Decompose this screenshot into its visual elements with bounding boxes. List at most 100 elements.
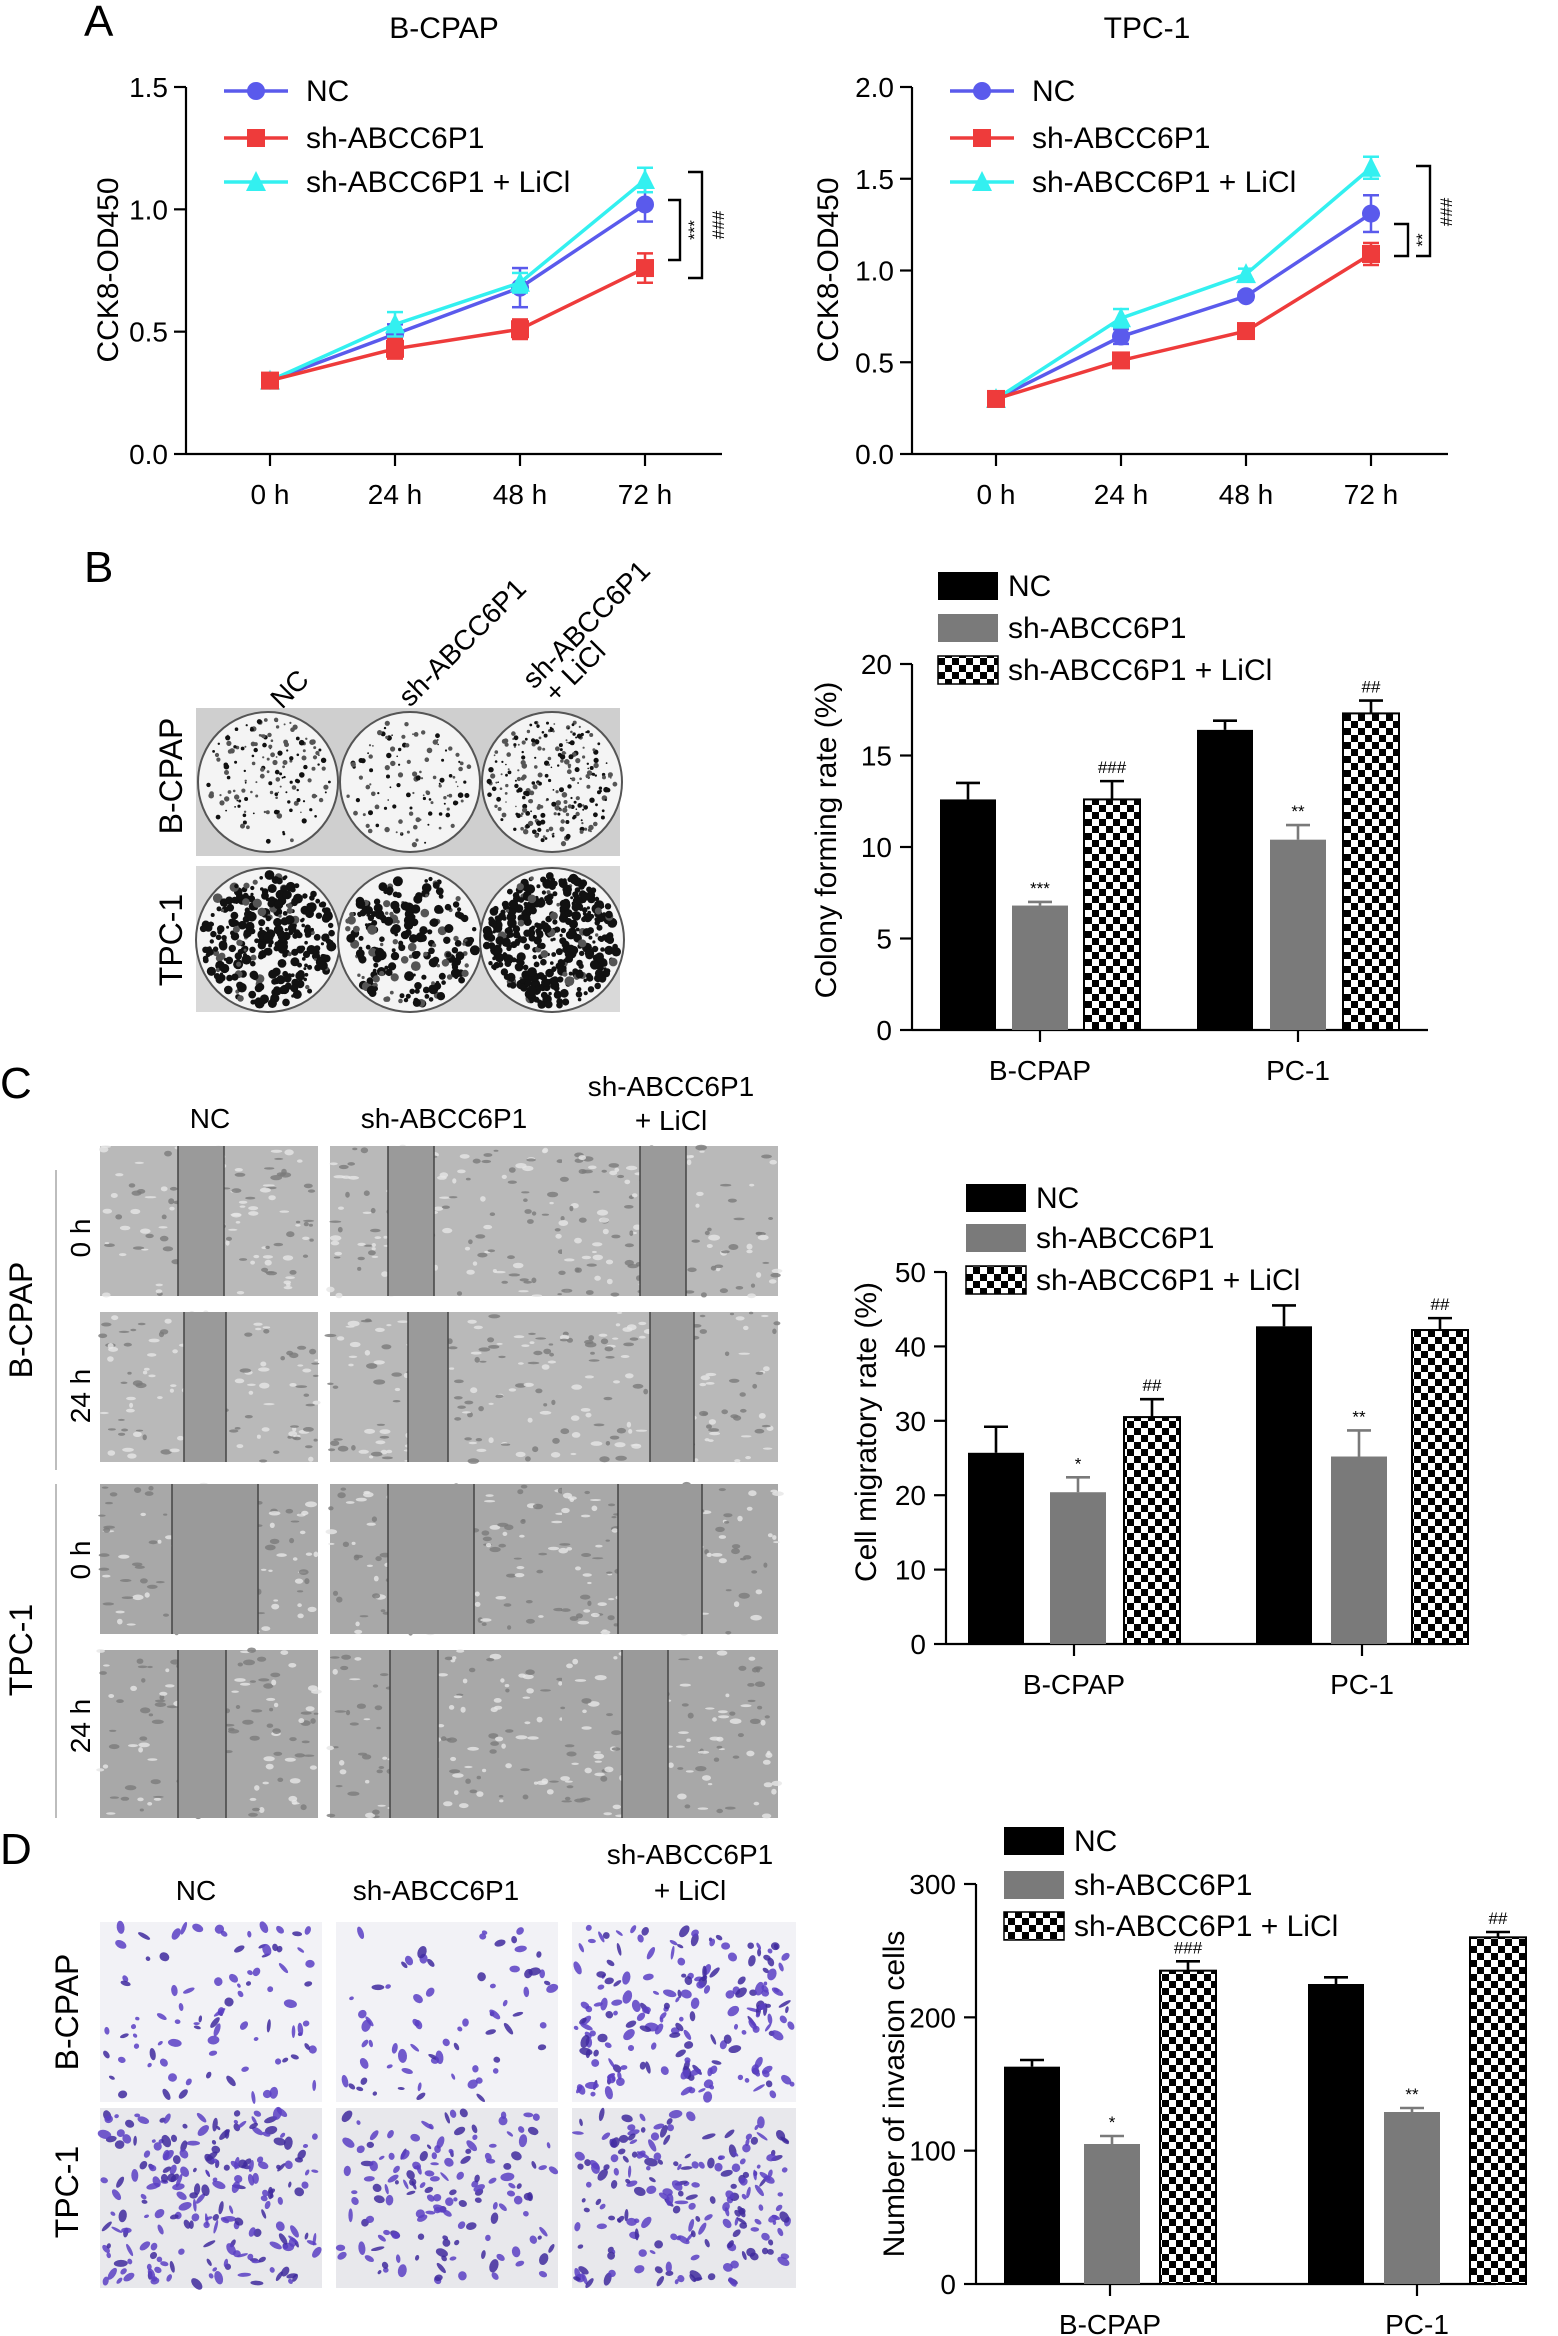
significance-label: ### xyxy=(1437,197,1456,226)
cell xyxy=(588,1165,597,1170)
invaded-cell xyxy=(683,2029,692,2040)
colony xyxy=(295,971,305,981)
y-tick-label: 5 xyxy=(876,924,892,955)
invaded-cell xyxy=(143,2150,151,2158)
cell xyxy=(130,1328,137,1332)
invaded-cell xyxy=(779,2211,790,2223)
invaded-cell xyxy=(755,2012,761,2018)
invaded-cell xyxy=(228,1973,239,1983)
cell xyxy=(751,1570,758,1574)
petri-dish xyxy=(481,711,623,853)
colony xyxy=(408,811,414,816)
cell xyxy=(158,1226,168,1229)
cell xyxy=(531,1277,537,1284)
cell xyxy=(144,1491,154,1496)
colony xyxy=(589,797,595,803)
invaded-cell xyxy=(737,2217,747,2225)
chart-title: B-CPAP xyxy=(389,12,498,45)
y-tick-label: 0.0 xyxy=(855,439,894,470)
cell xyxy=(582,1573,592,1577)
cell xyxy=(252,1807,260,1812)
invaded-cell xyxy=(251,2091,256,2104)
x-tick-label: PC-1 xyxy=(1330,1669,1394,1700)
invaded-cell xyxy=(496,2253,505,2261)
invaded-cell xyxy=(116,2129,125,2137)
colony xyxy=(546,890,551,895)
cell xyxy=(489,1653,502,1660)
colony xyxy=(450,823,455,829)
cell xyxy=(164,1318,172,1324)
cell xyxy=(337,1445,349,1452)
invaded-cell xyxy=(288,2235,299,2244)
colony xyxy=(384,965,389,970)
cell xyxy=(582,1709,587,1714)
invaded-cell xyxy=(727,1952,738,1962)
colony xyxy=(536,724,540,728)
invaded-cell xyxy=(485,2029,496,2035)
invaded-cell xyxy=(653,2152,662,2161)
invaded-cell xyxy=(305,1959,315,1968)
colony xyxy=(276,877,280,881)
invasion-images xyxy=(97,1920,796,2290)
panel-label-d: D xyxy=(0,1825,32,1874)
colony xyxy=(603,786,609,793)
cell xyxy=(480,1196,486,1202)
colony xyxy=(521,750,524,754)
cell xyxy=(560,1706,566,1710)
colony xyxy=(507,931,514,938)
invaded-cell xyxy=(172,2183,185,2191)
cell xyxy=(351,1445,356,1451)
cell xyxy=(518,1290,529,1293)
cell xyxy=(524,1721,531,1725)
invaded-cell xyxy=(764,2023,772,2032)
cell xyxy=(721,1250,730,1254)
invaded-cell xyxy=(739,2177,748,2186)
cell xyxy=(481,1622,487,1626)
colony xyxy=(275,777,281,782)
cell xyxy=(704,1230,710,1236)
x-tick-label: 24 h xyxy=(1094,479,1149,510)
colony xyxy=(586,784,591,789)
invaded-cell xyxy=(722,2218,732,2229)
colony xyxy=(515,812,519,816)
invaded-cell xyxy=(761,1989,770,1997)
cell xyxy=(517,1489,524,1495)
invaded-cell xyxy=(294,2187,305,2197)
cell xyxy=(136,1189,146,1194)
invaded-cell xyxy=(269,2241,282,2250)
cell xyxy=(740,1704,752,1708)
invaded-cell xyxy=(728,2277,737,2287)
cell xyxy=(366,1522,376,1526)
colony xyxy=(491,923,497,929)
colony xyxy=(307,964,313,970)
invaded-cell xyxy=(189,2220,194,2229)
cell xyxy=(132,1380,143,1387)
invaded-cell xyxy=(341,2074,349,2088)
colony xyxy=(238,799,242,803)
invaded-cell xyxy=(702,1965,707,1978)
colony-image-block: NC sh-ABCC6P1 sh-ABCC6P1 + LiCl B-CPAP T… xyxy=(153,555,656,1013)
cell xyxy=(556,1159,564,1164)
cell xyxy=(313,1551,319,1558)
cell xyxy=(531,1294,543,1297)
colony xyxy=(444,924,454,933)
cell xyxy=(468,1239,473,1245)
colony xyxy=(531,781,536,785)
invaded-cell xyxy=(211,2145,221,2154)
colony xyxy=(554,805,560,811)
colony xyxy=(359,909,367,917)
invaded-cell xyxy=(366,2141,374,2149)
colony xyxy=(290,984,299,993)
invaded-cell xyxy=(196,2112,207,2123)
cell xyxy=(308,1223,313,1227)
invaded-cell xyxy=(479,1933,487,1940)
cell xyxy=(448,1705,455,1710)
cell xyxy=(263,1756,275,1762)
invaded-cell xyxy=(677,1944,684,1949)
invaded-cell xyxy=(457,2026,463,2032)
cell xyxy=(557,1293,562,1296)
cell xyxy=(349,1722,359,1726)
triangle-marker-icon xyxy=(385,313,405,334)
colony xyxy=(373,986,378,992)
